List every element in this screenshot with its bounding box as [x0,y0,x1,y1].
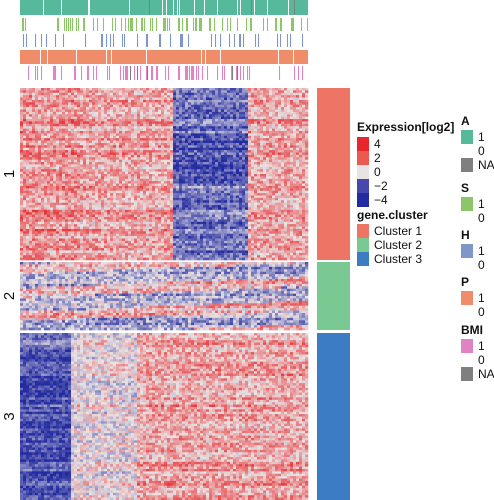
expression-tick-label: 4 [374,137,381,151]
cluster-legend-swatch [357,252,369,266]
annotation-legend-p: P10 [461,275,485,319]
annotation-legend-title: P [461,275,469,289]
cluster-legend-swatch [357,238,369,252]
annotation-track-a [20,0,308,15]
cluster-legend-swatch [357,224,369,238]
expression-tick-label: −2 [374,179,388,193]
expression-swatch [357,137,369,151]
annotation-legend-swatch [461,291,473,305]
expression-tick-label: 0 [374,165,381,179]
expression-tick-label: 2 [374,151,381,165]
column-annotation-tracks [20,0,308,80]
annotation-legend-label: 1 [478,339,485,353]
heatmap-group-2 [20,262,308,330]
annotation-legend-h: H10 [461,228,485,272]
annotation-legend-title: A [461,114,470,128]
annotation-legend-label: 0 [478,258,485,272]
heatmap-group-3 [20,333,308,500]
gene-cluster-legend-title: gene.cluster [357,208,428,222]
annotation-legend-swatch [461,158,473,172]
heatmap-body [20,88,308,500]
annotation-legend-swatch [461,339,473,353]
annotation-legend-swatch [461,353,473,367]
row-split-label-1: 1 [1,170,18,178]
cluster-bar-2 [317,262,350,330]
annotation-legend-label: NA [478,158,494,172]
annotation-legend-title: BMI [461,323,483,337]
annotation-legend-swatch [461,367,473,381]
annotation-legend-swatch [461,211,473,225]
annotation-track-bmi [20,66,308,80]
annotation-legend-label: 1 [478,244,485,258]
expression-legend-title: Expression[log2] [357,120,454,134]
expression-swatch [357,179,369,193]
annotation-legend-label: 0 [478,211,485,225]
annotation-legend-label: 0 [478,144,485,158]
cluster-legend-label: Cluster 2 [374,238,422,252]
annotation-legend-swatch [461,258,473,272]
annotation-legend-title: H [461,228,470,242]
annotation-track-s [20,18,308,31]
annotation-legend-swatch [461,130,473,144]
row-split-label-2: 2 [1,292,18,300]
expression-swatch [357,151,369,165]
annotation-track-p [20,50,308,64]
cluster-legend-label: Cluster 3 [374,252,422,266]
row-split-labels: 1 2 3 [1,170,18,421]
expression-swatch [357,165,369,179]
annotation-legend-swatch [461,197,473,211]
annotation-legend-title: S [461,181,469,195]
row-split-label-3: 3 [1,412,18,420]
cluster-legend-label: Cluster 1 [374,224,422,238]
annotation-legend-label: 1 [478,291,485,305]
gene-cluster-bars [317,88,350,500]
expression-tick-label: −4 [374,193,388,207]
annotation-legend-label: NA [478,367,494,381]
annotation-legend-label: 1 [478,130,485,144]
expression-legend: Expression[log2] 420−2−4 [357,120,454,207]
annotation-legend-label: 0 [478,305,485,319]
annotation-legend-swatch [461,144,473,158]
annotation-legend-swatch [461,244,473,258]
cluster-bar-3 [317,333,350,500]
annotation-legend-label: 0 [478,353,485,367]
annotation-track-h [20,34,308,47]
annotation-legend-swatch [461,305,473,319]
annotation-legend-s: S10 [461,181,485,225]
heatmap-group-1 [20,88,308,260]
expression-swatch [357,193,369,207]
cluster-bar-1 [317,88,350,260]
annotation-legend-label: 1 [478,197,485,211]
